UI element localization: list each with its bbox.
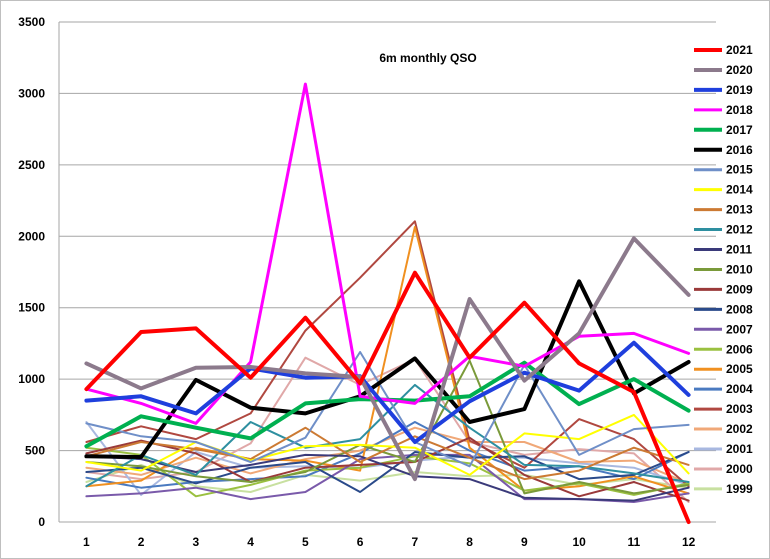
legend-label-2012: 2012 (726, 223, 753, 237)
x-tick-label: 4 (247, 535, 254, 549)
series-line-2019 (84, 340, 691, 444)
y-tick-label: 1500 (18, 301, 45, 315)
legend-label-2019: 2019 (726, 83, 753, 97)
legend-label-2010: 2010 (726, 262, 753, 276)
x-tick-label: 3 (193, 535, 200, 549)
chart-title: 6m monthly QSO (379, 51, 476, 65)
y-tick-label: 500 (25, 444, 45, 458)
x-tick-label: 11 (628, 535, 641, 549)
x-tick-label: 7 (412, 535, 419, 549)
series-line-2009 (85, 436, 690, 502)
legend-label-2021: 2021 (726, 43, 753, 57)
legend-label-2015: 2015 (726, 163, 753, 177)
y-tick-label: 1000 (18, 372, 45, 386)
legend-label-2008: 2008 (726, 302, 753, 316)
y-axis-ticks: 0 500 1000 1500 2000 2500 3000 3500 (18, 15, 45, 529)
series-lines (84, 82, 691, 524)
y-tick-label: 0 (38, 515, 45, 529)
y-tick-label: 2500 (18, 158, 45, 172)
x-axis-ticks: 1 2 3 4 5 6 7 8 9 10 11 12 (83, 535, 696, 549)
series-line-2010 (85, 359, 690, 495)
series-line-2013 (85, 426, 690, 481)
legend-label-2017: 2017 (726, 123, 753, 137)
x-tick-label: 1 (83, 535, 90, 549)
legend-label-2009: 2009 (726, 282, 753, 296)
legend-label-2002: 2002 (726, 422, 753, 436)
legend-label-2003: 2003 (726, 402, 753, 416)
series-line-2008 (85, 451, 690, 493)
series-line-2018 (84, 82, 691, 425)
legend-label-2020: 2020 (726, 63, 753, 77)
x-tick-label: 9 (521, 535, 528, 549)
y-tick-label: 2000 (18, 229, 45, 243)
y-tick-label: 3000 (18, 86, 45, 100)
series-line-2002 (85, 426, 690, 485)
series-line-2021 (84, 270, 691, 524)
legend-label-2005: 2005 (726, 362, 753, 376)
legend-label-1999: 1999 (726, 482, 753, 496)
x-tick-label: 12 (682, 535, 696, 549)
y-tick-label: 3500 (18, 15, 45, 29)
series-line-2014 (85, 413, 690, 476)
x-tick-label: 5 (302, 535, 309, 549)
legend-label-2016: 2016 (726, 143, 753, 157)
legend-label-2018: 2018 (726, 103, 753, 117)
legend-label-2007: 2007 (726, 322, 753, 336)
x-tick-label: 8 (466, 535, 473, 549)
series-line-2015 (85, 351, 690, 468)
x-tick-label: 2 (138, 535, 145, 549)
legend-label-2006: 2006 (726, 342, 753, 356)
series-line-2011 (85, 453, 690, 502)
legend-label-2013: 2013 (726, 203, 753, 217)
x-tick-label: 10 (572, 535, 586, 549)
legend: 2021 2020 2019 2018 2017 2016 2015 2014 2013 2012… (694, 43, 753, 496)
legend-label-2011: 2011 (726, 243, 752, 257)
series-line-2016 (84, 279, 691, 459)
legend-label-2001: 2001 (726, 442, 753, 456)
grid (58, 21, 716, 523)
series-line-2003 (85, 220, 690, 488)
x-tick-label: 6 (357, 535, 364, 549)
legend-label-2014: 2014 (726, 183, 753, 197)
series-line-2020 (84, 236, 691, 482)
legend-label-2000: 2000 (726, 462, 753, 476)
legend-label-2004: 2004 (726, 382, 753, 396)
